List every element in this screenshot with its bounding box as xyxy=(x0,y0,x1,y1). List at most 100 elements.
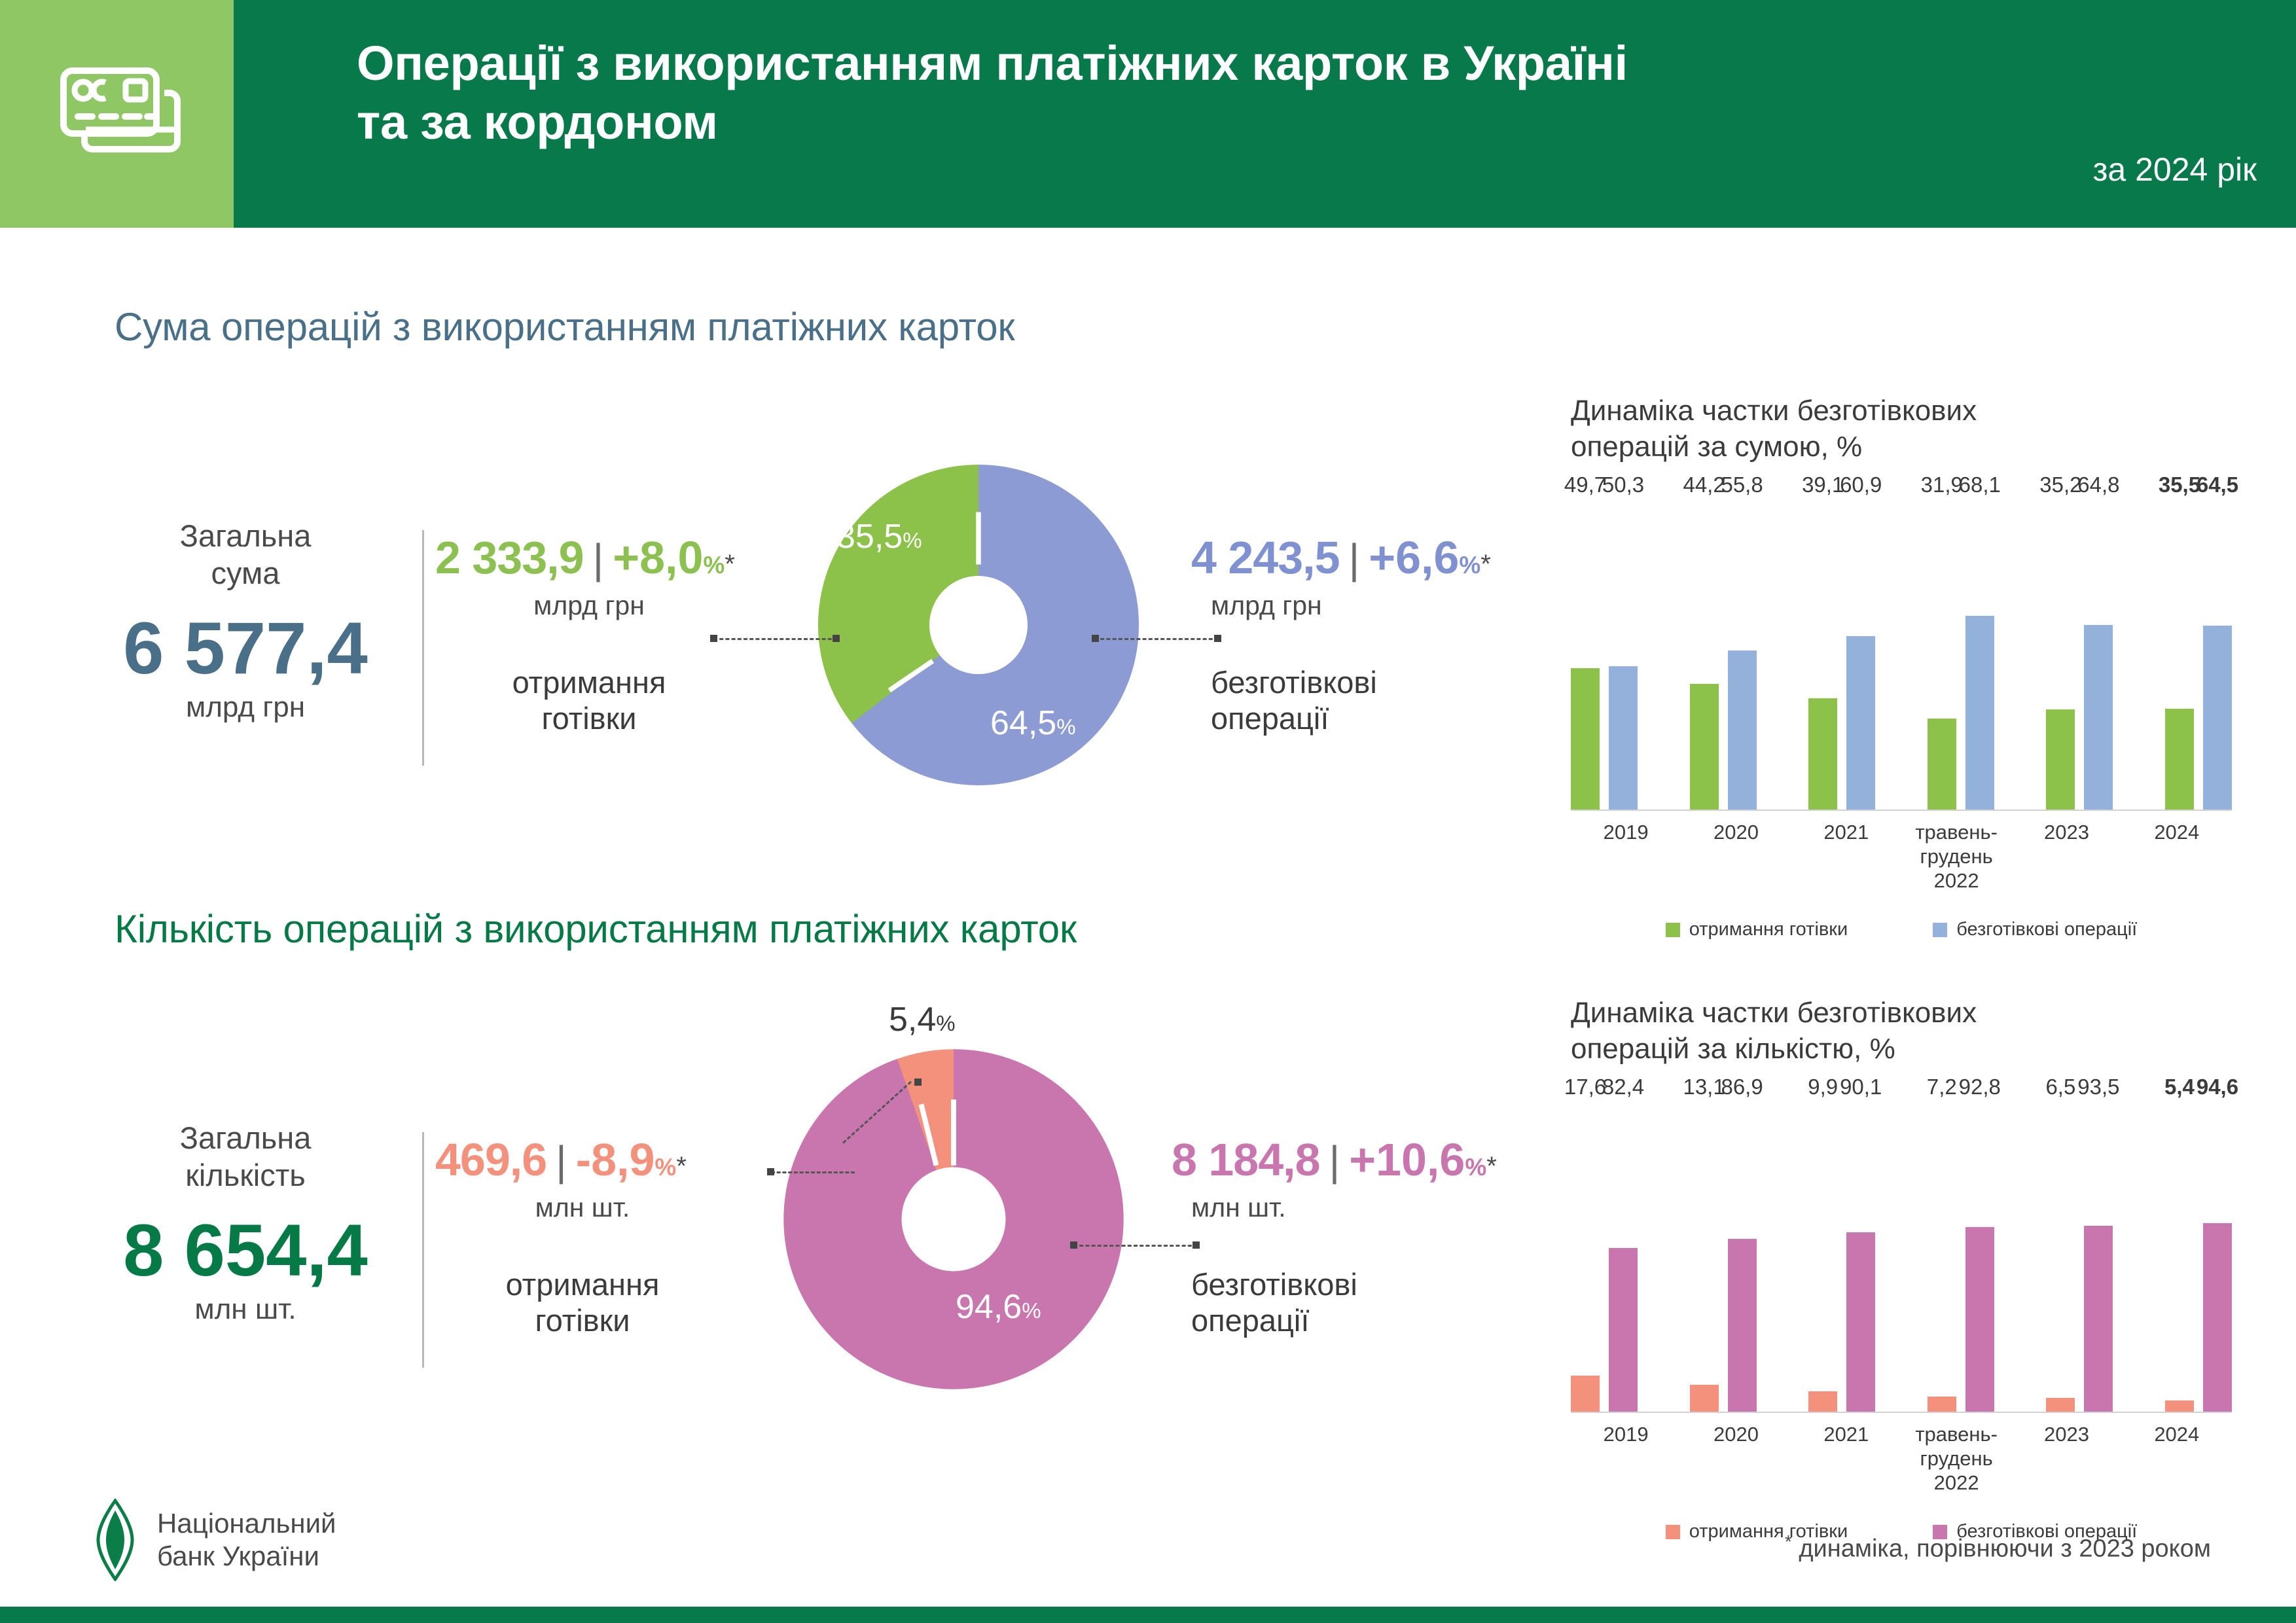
stat-cash-quantity-separator: | xyxy=(556,1137,567,1185)
stat-noncash-quantity-category-line1: безготівкові xyxy=(1191,1267,1357,1302)
donut-quantity-label-cash: 5,4% xyxy=(889,1000,956,1039)
bar-group: 35,2 64,8 xyxy=(2039,473,2119,810)
connector-dot-cash-sum-right xyxy=(833,635,840,642)
connector-dot-cash-sum-left xyxy=(710,635,717,642)
nbu-emblem-icon xyxy=(96,1499,134,1581)
bar-noncash xyxy=(1965,1226,1994,1412)
bar-label: 17,6 xyxy=(1564,1074,1607,1099)
bar-group: 6,5 93,5 xyxy=(2045,1075,2119,1412)
donut-sum-label-cash: 35,5% xyxy=(836,517,922,556)
bar-chart-quantity-title-line2: операцій за кількістю, % xyxy=(1571,1033,1895,1065)
donut-quantity-cash-share: 5,4 xyxy=(889,1001,937,1039)
bar-noncash xyxy=(2202,625,2232,810)
connector-dot-noncash-quantity-right xyxy=(1193,1241,1200,1249)
donut-quantity-noncash-share: 94,6 xyxy=(956,1288,1022,1326)
legend-label-cash: отримання готівки xyxy=(1689,1521,1848,1543)
stat-cash-sum-delta: +8,0 xyxy=(613,532,704,583)
connector-noncash-sum xyxy=(1094,638,1219,640)
total-quantity-label-line1: Загальна xyxy=(179,1120,312,1155)
donut-sum-cash-pct: % xyxy=(903,528,922,552)
bar-chart-quantity-x-axis: 2019 2020 2021 травень-грудень 2022 2023… xyxy=(1571,1422,2232,1495)
x-tick: 2023 xyxy=(2043,820,2089,844)
page-title-line2: та за кордоном xyxy=(357,95,718,150)
stat-noncash-quantity-category: безготівкові операції xyxy=(1172,1266,1538,1339)
bar-chart-sum-plot: 49,7 50,3 44,2 55,8 39,1 60,9 31,9 68,1 35,2… xyxy=(1564,473,2238,811)
report-period: за 2024 рік xyxy=(2092,151,2257,188)
x-tick: 2020 xyxy=(1713,820,1759,844)
stat-cash-sum-category: отримання готівки xyxy=(435,664,802,737)
bar-label: 60,9 xyxy=(1840,472,1882,497)
stat-cash-quantity-category-line2: готівки xyxy=(535,1303,630,1338)
stat-noncash-sum-category-line2: операції xyxy=(1211,701,1329,736)
bar-cash xyxy=(1689,683,1719,810)
stat-cash-sum-separator: | xyxy=(592,535,604,582)
bar-noncash xyxy=(1846,635,1876,810)
stat-cash-quantity-unit: млн шт. xyxy=(535,1192,630,1222)
connector-dot-cash-quantity-arrow xyxy=(914,1079,922,1086)
nbu-logo-line1: Національний xyxy=(157,1507,336,1539)
connector-cash-quantity xyxy=(771,1171,855,1173)
x-tick: 2021 xyxy=(1823,820,1869,844)
total-quantity-unit: млн шт. xyxy=(194,1293,296,1325)
bar-chart-quantity-title: Динаміка частки безготівкових операцій з… xyxy=(1571,995,2232,1067)
stat-noncash-sum-category: безготівкові операції xyxy=(1191,664,1558,737)
bar-label: 94,6 xyxy=(2196,1074,2239,1099)
bar-label: 13,1 xyxy=(1683,1074,1725,1099)
x-tick: 2019 xyxy=(1603,820,1649,844)
bar-group: 44,2 55,8 xyxy=(1683,473,1763,810)
legend-swatch-noncash xyxy=(1933,1524,1948,1539)
bar-label: 68,1 xyxy=(1958,472,2001,497)
bar-noncash xyxy=(1846,1232,1876,1412)
header-title-block xyxy=(234,0,2296,228)
bar-chart-sum-title: Динаміка частки безготівкових операцій з… xyxy=(1571,393,2232,465)
bar-label: 7,2 xyxy=(1926,1074,1957,1099)
donut-quantity-cash-pct: % xyxy=(936,1011,956,1035)
x-tick: травень-грудень 2022 xyxy=(1915,1422,1998,1495)
bar-cash xyxy=(1571,668,1600,810)
bar-cash xyxy=(2164,708,2194,810)
connector-dot-cash-quantity-left xyxy=(767,1168,774,1175)
stat-cash-quantity-category: отримання готівки xyxy=(435,1266,802,1339)
bar-group: 7,2 92,8 xyxy=(1927,1075,2001,1412)
stat-noncash-sum-footnote-marker: * xyxy=(1480,550,1491,579)
bar-cash xyxy=(2164,1400,2194,1412)
bar-chart-sum-legend: отримання готівки безготівкові операції xyxy=(1571,919,2232,940)
stat-noncash-quantity-separator: | xyxy=(1329,1137,1340,1185)
footnote-star: * xyxy=(1784,1531,1792,1552)
bar-chart-sum-title-line2: операцій за сумою, % xyxy=(1571,431,1863,463)
x-tick: 2024 xyxy=(2154,1422,2200,1446)
bar-label: 6,5 xyxy=(2045,1074,2076,1099)
x-tick: 2024 xyxy=(2154,820,2200,844)
total-sum-value: 6 577,4 xyxy=(123,607,368,689)
stat-noncash-sum-separator: | xyxy=(1348,535,1360,582)
total-sum-label-line2: сума xyxy=(211,556,280,591)
total-quantity-value: 8 654,4 xyxy=(123,1209,368,1291)
nbu-logo-line2: банк України xyxy=(157,1541,319,1571)
stat-cash-quantity-delta: -8,9 xyxy=(575,1134,655,1185)
bar-label: 35,5 xyxy=(2158,472,2201,497)
total-quantity-label-line2: кількість xyxy=(185,1158,306,1193)
bar-cash xyxy=(1808,1391,1838,1412)
bar-noncash xyxy=(1609,666,1638,810)
bar-label: 64,5 xyxy=(2196,472,2239,497)
stat-cash-quantity-pct: % xyxy=(655,1154,677,1181)
divider-sum xyxy=(422,530,424,766)
bar-label: 44,2 xyxy=(1683,472,1725,497)
divider-quantity xyxy=(422,1132,424,1368)
section-heading-quantity: Кількість операцій з використанням платі… xyxy=(115,907,1077,951)
bar-label: 86,9 xyxy=(1721,1074,1763,1099)
total-quantity-block: Загальна кількість 8 654,4 млн шт. xyxy=(92,1119,399,1326)
bar-cash xyxy=(1571,1375,1600,1412)
page-title-line1: Операції з використанням платіжних карто… xyxy=(357,36,1628,90)
bar-group: 5,4 94,6 xyxy=(2164,1075,2238,1412)
bar-chart-quantity-legend: отримання готівки безготівкові операції xyxy=(1571,1521,2232,1543)
stat-cash-quantity-value: 469,6 xyxy=(435,1134,547,1185)
bar-label: 55,8 xyxy=(1721,472,1763,497)
footnote: * динаміка, порівнюючи з 2023 роком xyxy=(1785,1531,2211,1563)
stat-cash-quantity: 469,6 | -8,9 % * млн шт. отримання готів… xyxy=(435,1133,802,1339)
footnote-text: динаміка, порівнюючи з 2023 роком xyxy=(1791,1535,2211,1563)
connector-dot-noncash-sum-right xyxy=(1214,635,1221,642)
bar-cash xyxy=(1927,718,1956,810)
bar-cash xyxy=(2046,1397,2075,1412)
x-tick: 2019 xyxy=(1603,1422,1649,1446)
